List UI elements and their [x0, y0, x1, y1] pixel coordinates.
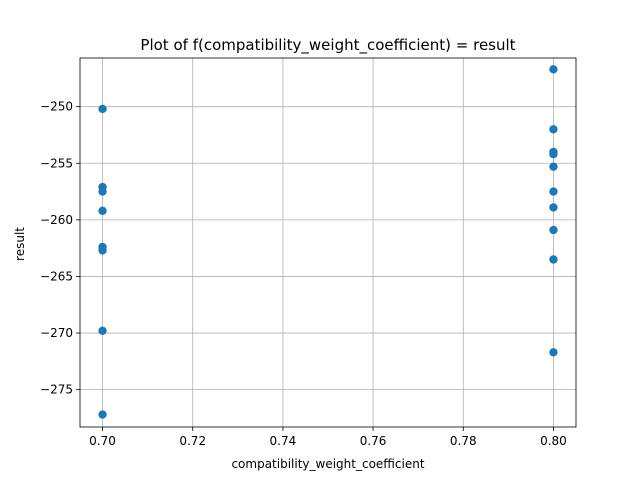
x-tick-label: 0.72 [179, 434, 206, 448]
x-tick-label: 0.80 [540, 434, 567, 448]
data-point [549, 225, 558, 235]
ticks-layer: 0.70 0.72 0.74 0.76 0.78 0.80 −275 −270 −265 −260… [40, 100, 567, 448]
y-tick-label: −250 [40, 100, 73, 114]
data-point [98, 326, 107, 335]
y-axis-label: result [13, 227, 27, 261]
data-point [549, 187, 558, 196]
y-tick-label: −255 [40, 156, 73, 170]
y-tick-label: −275 [40, 383, 73, 397]
data-point [549, 255, 558, 264]
x-tick-label: 0.76 [360, 434, 387, 448]
data-point [98, 187, 107, 196]
y-tick-label: −270 [40, 326, 73, 340]
data-point [549, 162, 558, 171]
data-point [549, 65, 558, 74]
x-tick-label: 0.78 [450, 434, 477, 448]
x-axis-label: compatibility_weight_coefficient [231, 457, 424, 471]
grid-layer [80, 58, 576, 427]
data-point [98, 410, 107, 419]
data-point [98, 246, 107, 255]
y-tick-label: −265 [40, 269, 73, 283]
x-tick-label: 0.74 [270, 434, 297, 448]
x-tick-label: 0.70 [89, 434, 116, 448]
points-layer [98, 65, 558, 419]
data-point [549, 150, 558, 159]
data-point [98, 206, 107, 216]
data-point [549, 203, 558, 212]
y-tick-label: −260 [40, 213, 73, 227]
data-point [549, 125, 558, 134]
data-point [98, 104, 107, 114]
data-point [549, 348, 558, 357]
axes-frame [79, 57, 577, 428]
chart-title: Plot of f(compatibility_weight_coefficie… [140, 36, 515, 55]
